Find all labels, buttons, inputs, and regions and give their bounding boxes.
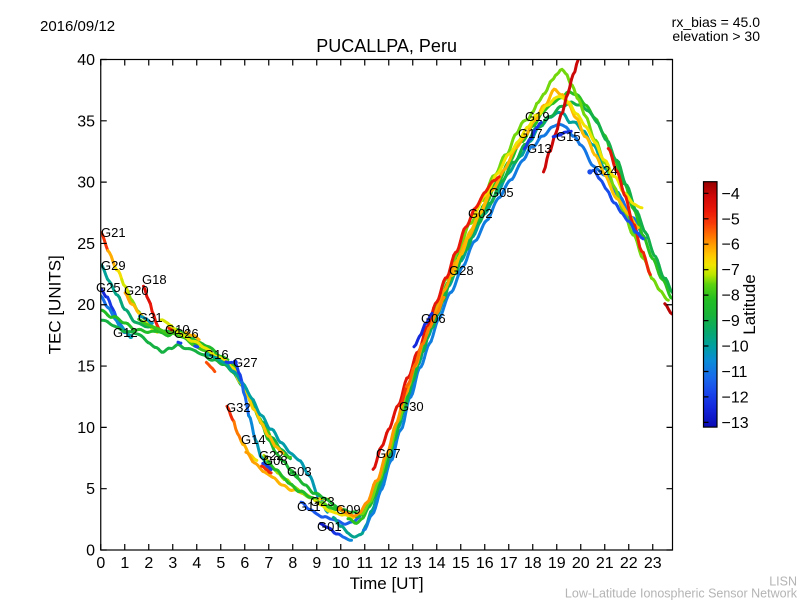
svg-text:19: 19 (548, 555, 566, 572)
svg-text:−7: −7 (722, 262, 740, 279)
svg-text:9: 9 (312, 555, 321, 572)
svg-text:−9: −9 (722, 313, 740, 330)
svg-text:0: 0 (96, 555, 105, 572)
svg-text:35: 35 (77, 113, 95, 130)
svg-text:−8: −8 (722, 288, 740, 305)
svg-text:7: 7 (264, 555, 273, 572)
svg-text:G20: G20 (124, 283, 149, 298)
svg-text:G10: G10 (165, 322, 190, 337)
svg-text:G06: G06 (421, 311, 446, 326)
svg-text:Time [UT]: Time [UT] (350, 574, 424, 593)
svg-text:−4: −4 (722, 186, 740, 203)
svg-text:16: 16 (476, 555, 494, 572)
svg-text:G11: G11 (297, 499, 321, 514)
svg-text:rx_bias = 45.0: rx_bias = 45.0 (672, 14, 761, 30)
svg-text:G05: G05 (489, 185, 514, 200)
svg-text:G25: G25 (96, 280, 121, 295)
svg-text:20: 20 (77, 297, 95, 314)
svg-text:5: 5 (216, 555, 225, 572)
svg-text:15: 15 (77, 359, 95, 376)
svg-text:Latitude: Latitude (740, 274, 759, 335)
svg-text:14: 14 (428, 555, 446, 572)
svg-text:elevation > 30: elevation > 30 (672, 28, 760, 44)
svg-text:10: 10 (332, 555, 350, 572)
svg-text:G30: G30 (399, 399, 424, 414)
svg-text:G27: G27 (233, 355, 258, 370)
svg-text:−5: −5 (722, 211, 740, 228)
svg-text:G32: G32 (226, 400, 251, 415)
svg-text:1: 1 (120, 555, 129, 572)
svg-text:17: 17 (500, 555, 518, 572)
svg-text:G28: G28 (449, 263, 474, 278)
svg-text:G23: G23 (310, 494, 335, 509)
svg-text:−11: −11 (722, 364, 748, 381)
svg-text:G01: G01 (317, 519, 342, 534)
svg-text:G29: G29 (101, 258, 126, 273)
svg-text:G02: G02 (468, 206, 493, 221)
svg-text:PUCALLPA, Peru: PUCALLPA, Peru (316, 36, 457, 56)
svg-text:2016/09/12: 2016/09/12 (40, 18, 115, 35)
svg-text:G13: G13 (527, 141, 552, 156)
svg-text:22: 22 (620, 555, 638, 572)
svg-text:G21: G21 (101, 225, 126, 240)
svg-text:−6: −6 (722, 237, 740, 254)
svg-text:20: 20 (572, 555, 590, 572)
svg-text:11: 11 (356, 555, 373, 572)
svg-text:18: 18 (524, 555, 542, 572)
svg-text:10: 10 (77, 420, 95, 437)
svg-text:G14: G14 (241, 432, 266, 447)
svg-text:21: 21 (596, 555, 614, 572)
svg-text:G22: G22 (259, 448, 284, 463)
svg-text:G17: G17 (518, 126, 543, 141)
svg-text:G08: G08 (263, 453, 288, 468)
svg-text:LISN: LISN (769, 575, 797, 589)
svg-text:6: 6 (240, 555, 249, 572)
svg-text:TEC [UNITS]: TEC [UNITS] (46, 255, 65, 354)
svg-text:G31: G31 (138, 310, 163, 325)
svg-text:G12: G12 (113, 325, 138, 340)
svg-text:G18: G18 (142, 272, 167, 287)
svg-text:G26: G26 (174, 326, 199, 341)
svg-text:30: 30 (77, 175, 95, 192)
svg-text:−10: −10 (722, 339, 749, 356)
svg-text:12: 12 (380, 555, 398, 572)
svg-text:Low-Latitude Ionospheric Senso: Low-Latitude Ionospheric Sensor Network (565, 587, 798, 600)
svg-text:2: 2 (144, 555, 153, 572)
svg-text:25: 25 (77, 236, 95, 253)
svg-text:G07: G07 (376, 446, 401, 461)
svg-text:13: 13 (404, 555, 422, 572)
svg-text:−13: −13 (722, 415, 749, 432)
svg-text:G16: G16 (204, 347, 229, 362)
svg-text:G19: G19 (525, 109, 550, 124)
svg-text:−12: −12 (722, 389, 749, 406)
svg-text:40: 40 (77, 52, 95, 69)
svg-text:G09: G09 (336, 502, 361, 517)
svg-text:0: 0 (86, 543, 95, 560)
svg-text:G15: G15 (556, 129, 581, 144)
svg-text:3: 3 (168, 555, 177, 572)
svg-text:5: 5 (86, 481, 95, 498)
svg-text:23: 23 (644, 555, 662, 572)
svg-text:15: 15 (452, 555, 470, 572)
svg-text:G03: G03 (287, 464, 312, 479)
svg-text:G24: G24 (593, 163, 618, 178)
svg-text:8: 8 (288, 555, 297, 572)
svg-text:4: 4 (192, 555, 201, 572)
